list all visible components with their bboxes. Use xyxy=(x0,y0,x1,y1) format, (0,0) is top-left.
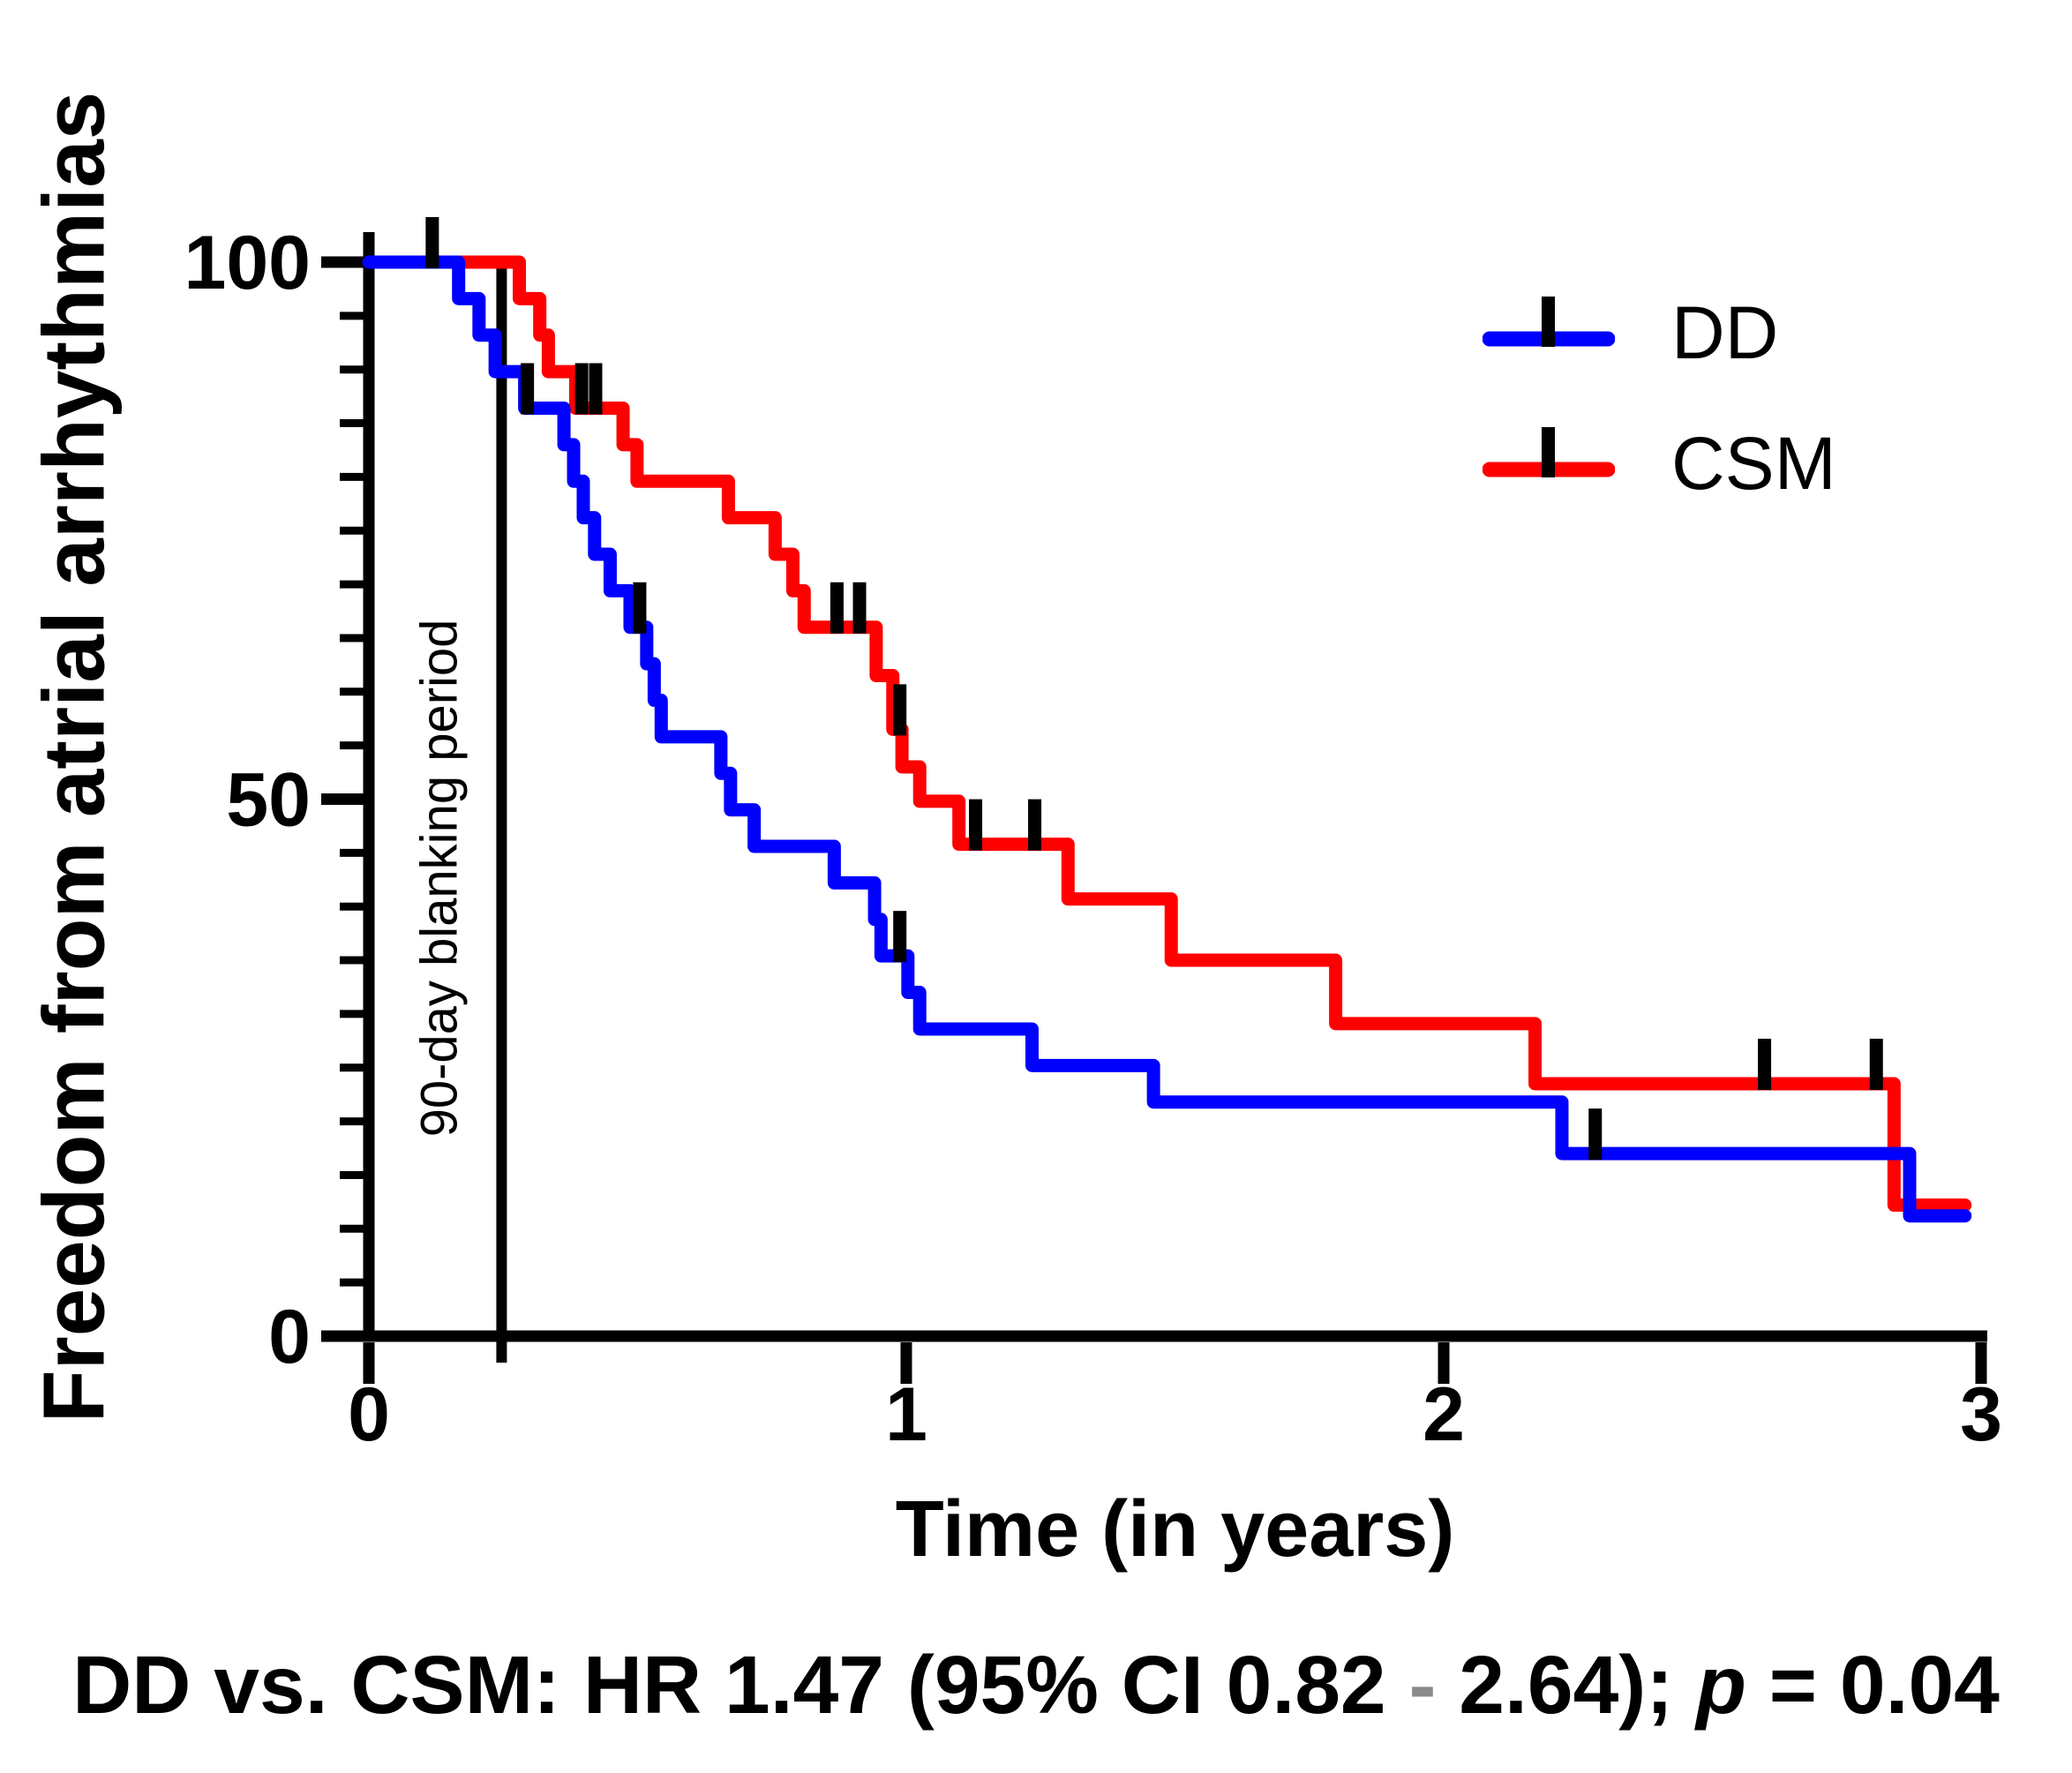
annotation-part3: = 0.04 xyxy=(1745,1639,2000,1731)
hr-annotation-text: DD vs. CSM: HR 1.47 (95% CI 0.82 - 2.64)… xyxy=(72,1638,2000,1732)
blanking-period-label: 90-day blanking period xyxy=(410,619,469,1138)
censor-mark-csm xyxy=(852,582,867,634)
y-tick-label: 0 xyxy=(268,1295,311,1379)
censor-mark-csm xyxy=(1758,1039,1772,1091)
x-tick-label: 3 xyxy=(1960,1372,2002,1457)
legend-item-dd: DD xyxy=(1483,291,1836,374)
legend-label-csm: CSM xyxy=(1671,422,1836,505)
hr-annotation: DD vs. CSM: HR 1.47 (95% CI 0.82 - 2.64)… xyxy=(0,1638,2072,1732)
y-tick-label: 50 xyxy=(226,758,311,843)
censor-mark-csm xyxy=(589,363,603,415)
censor-mark-dd xyxy=(521,363,535,415)
legend: DD CSM xyxy=(1483,291,1836,558)
x-tick-label: 0 xyxy=(348,1372,390,1457)
censor-mark-dd xyxy=(425,217,439,268)
annotation-gray-dash: - xyxy=(1408,1639,1437,1731)
legend-item-csm: CSM xyxy=(1483,422,1836,505)
censor-mark-dd xyxy=(633,582,647,634)
censor-mark-csm xyxy=(1869,1039,1883,1091)
survival-curve-dd xyxy=(362,255,1972,1223)
x-tick-label: 2 xyxy=(1423,1372,1465,1457)
annotation-part1: DD vs. CSM: HR 1.47 (95% CI 0.82 xyxy=(72,1639,1409,1731)
annotation-part2: 2.64); xyxy=(1436,1639,1697,1731)
x-axis-title: Time (in years) xyxy=(896,1485,1455,1574)
legend-line-dd-icon xyxy=(1483,297,1615,347)
censor-mark-csm xyxy=(830,582,844,634)
annotation-p-symbol: p xyxy=(1696,1639,1746,1731)
y-tick-label: 100 xyxy=(184,221,312,305)
censor-mark-csm xyxy=(574,363,589,415)
censor-mark-dd xyxy=(893,911,907,963)
legend-label-dd: DD xyxy=(1671,291,1779,374)
x-tick-label: 1 xyxy=(885,1372,927,1457)
censor-mark-csm xyxy=(969,799,983,851)
censor-mark-csm xyxy=(1028,799,1042,851)
y-axis-title: Freedom from atrial arrhythmias xyxy=(25,91,123,1424)
censor-mark-csm xyxy=(893,684,907,736)
censor-mark-dd xyxy=(1588,1108,1603,1161)
legend-line-csm-icon xyxy=(1483,427,1615,477)
